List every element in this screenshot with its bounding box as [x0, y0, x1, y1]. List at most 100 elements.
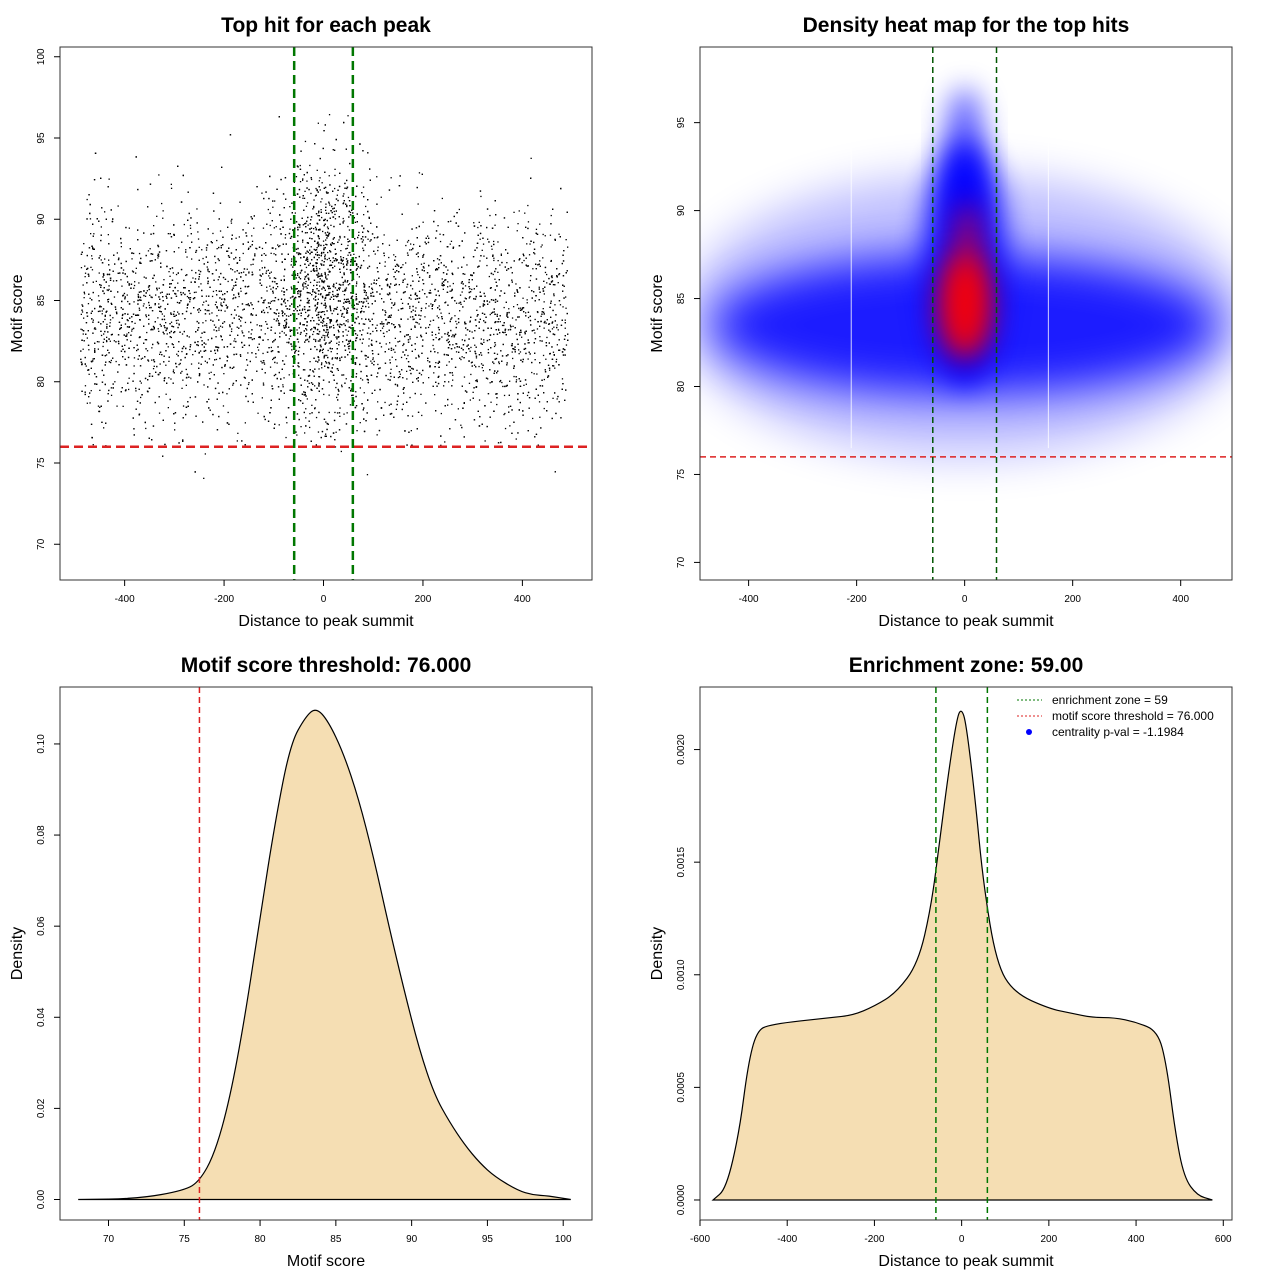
scatter-point	[376, 237, 378, 239]
scatter-point	[496, 403, 498, 406]
scatter-point	[299, 181, 302, 183]
scatter-point	[316, 288, 318, 290]
scatter-point	[198, 286, 200, 288]
scatter-point	[451, 317, 453, 319]
scatter-point	[127, 300, 129, 303]
scatter-point	[123, 292, 126, 295]
scatter-point	[135, 387, 137, 390]
scatter-point	[278, 315, 280, 317]
scatter-point	[207, 277, 209, 279]
scatter-point	[558, 274, 560, 276]
scatter-point	[133, 301, 135, 303]
scatter-point	[232, 297, 235, 299]
scatter-point	[452, 282, 454, 285]
scatter-point	[250, 314, 252, 316]
scatter-point	[397, 309, 400, 311]
scatter-point	[355, 373, 358, 375]
scatter-point	[525, 257, 527, 259]
scatter-point	[320, 255, 322, 257]
scatter-point	[321, 259, 323, 262]
scatter-point	[388, 244, 391, 246]
scatter-point	[439, 233, 441, 235]
scatter-point	[470, 346, 472, 349]
scatter-point	[494, 224, 496, 226]
scatter-point	[268, 275, 270, 277]
scatter-point	[405, 244, 407, 247]
scatter-point	[363, 392, 365, 394]
scatter-point	[404, 278, 406, 280]
scatter-point	[266, 290, 268, 292]
scatter-point	[408, 365, 410, 368]
scatter-point	[137, 293, 139, 296]
scatter-point	[444, 441, 446, 443]
scatter-point	[172, 290, 174, 292]
scatter-point	[321, 349, 323, 351]
scatter-point	[247, 304, 249, 306]
scatter-point	[292, 356, 294, 358]
scatter-point	[297, 274, 299, 276]
scatter-point	[197, 341, 199, 343]
scatter-point	[450, 220, 452, 222]
scatter-point	[285, 321, 287, 323]
scatter-point	[306, 232, 308, 234]
scatter-point	[245, 304, 247, 306]
scatter-point	[339, 407, 341, 409]
scatter-point	[478, 365, 480, 368]
scatter-point	[350, 327, 352, 329]
scatter-point	[195, 251, 197, 253]
scatter-point	[127, 356, 130, 359]
scatter-point	[448, 312, 450, 315]
scatter-point	[189, 297, 192, 299]
scatter-point	[189, 348, 191, 351]
scatter-point	[481, 354, 483, 356]
scatter-point	[221, 304, 223, 307]
scatter-point	[410, 249, 413, 251]
scatter-point	[170, 283, 172, 285]
scatter-point	[155, 294, 157, 296]
scatter-point	[88, 349, 90, 351]
scatter-point	[538, 299, 540, 301]
scatter-point	[538, 286, 540, 288]
scatter-point	[392, 268, 394, 270]
scatter-point	[198, 246, 200, 248]
scatter-point	[329, 322, 331, 324]
scatter-point	[355, 317, 357, 320]
scatter-point	[414, 310, 416, 312]
scatter-point	[283, 207, 285, 209]
scatter-point	[318, 180, 320, 182]
scatter-point	[297, 313, 300, 315]
scatter-point	[406, 252, 409, 254]
scatter-point	[313, 284, 315, 287]
scatter-point	[316, 281, 318, 283]
scatter-point	[444, 381, 446, 383]
scatter-point	[565, 296, 567, 298]
scatter-point	[224, 293, 226, 295]
scatter-point	[323, 321, 325, 323]
scatter-point	[299, 164, 301, 167]
scatter-point	[461, 339, 463, 341]
scatter-point	[409, 307, 411, 309]
scatter-point	[139, 261, 141, 263]
scatter-point	[197, 309, 199, 311]
scatter-point	[356, 334, 359, 336]
scatter-point	[543, 301, 545, 303]
scatter-point	[348, 216, 350, 218]
scatter-point	[314, 226, 317, 228]
scatter-point	[511, 317, 514, 319]
scatter-point	[174, 422, 176, 424]
scatter-point	[304, 369, 306, 371]
scatter-point	[329, 307, 331, 309]
scatter-point	[143, 303, 145, 305]
scatter-point	[416, 295, 418, 297]
scatter-point	[261, 368, 263, 370]
scatter-point	[251, 235, 253, 237]
scatter-point	[264, 299, 266, 301]
scatter-point	[309, 228, 311, 230]
scatter-point	[351, 295, 354, 297]
scatter-point	[128, 377, 130, 379]
scatter-point	[133, 357, 136, 359]
scatter-point	[192, 277, 194, 279]
scatter-point	[435, 362, 437, 364]
scatter-point	[316, 270, 318, 272]
scatter-point	[294, 308, 297, 310]
